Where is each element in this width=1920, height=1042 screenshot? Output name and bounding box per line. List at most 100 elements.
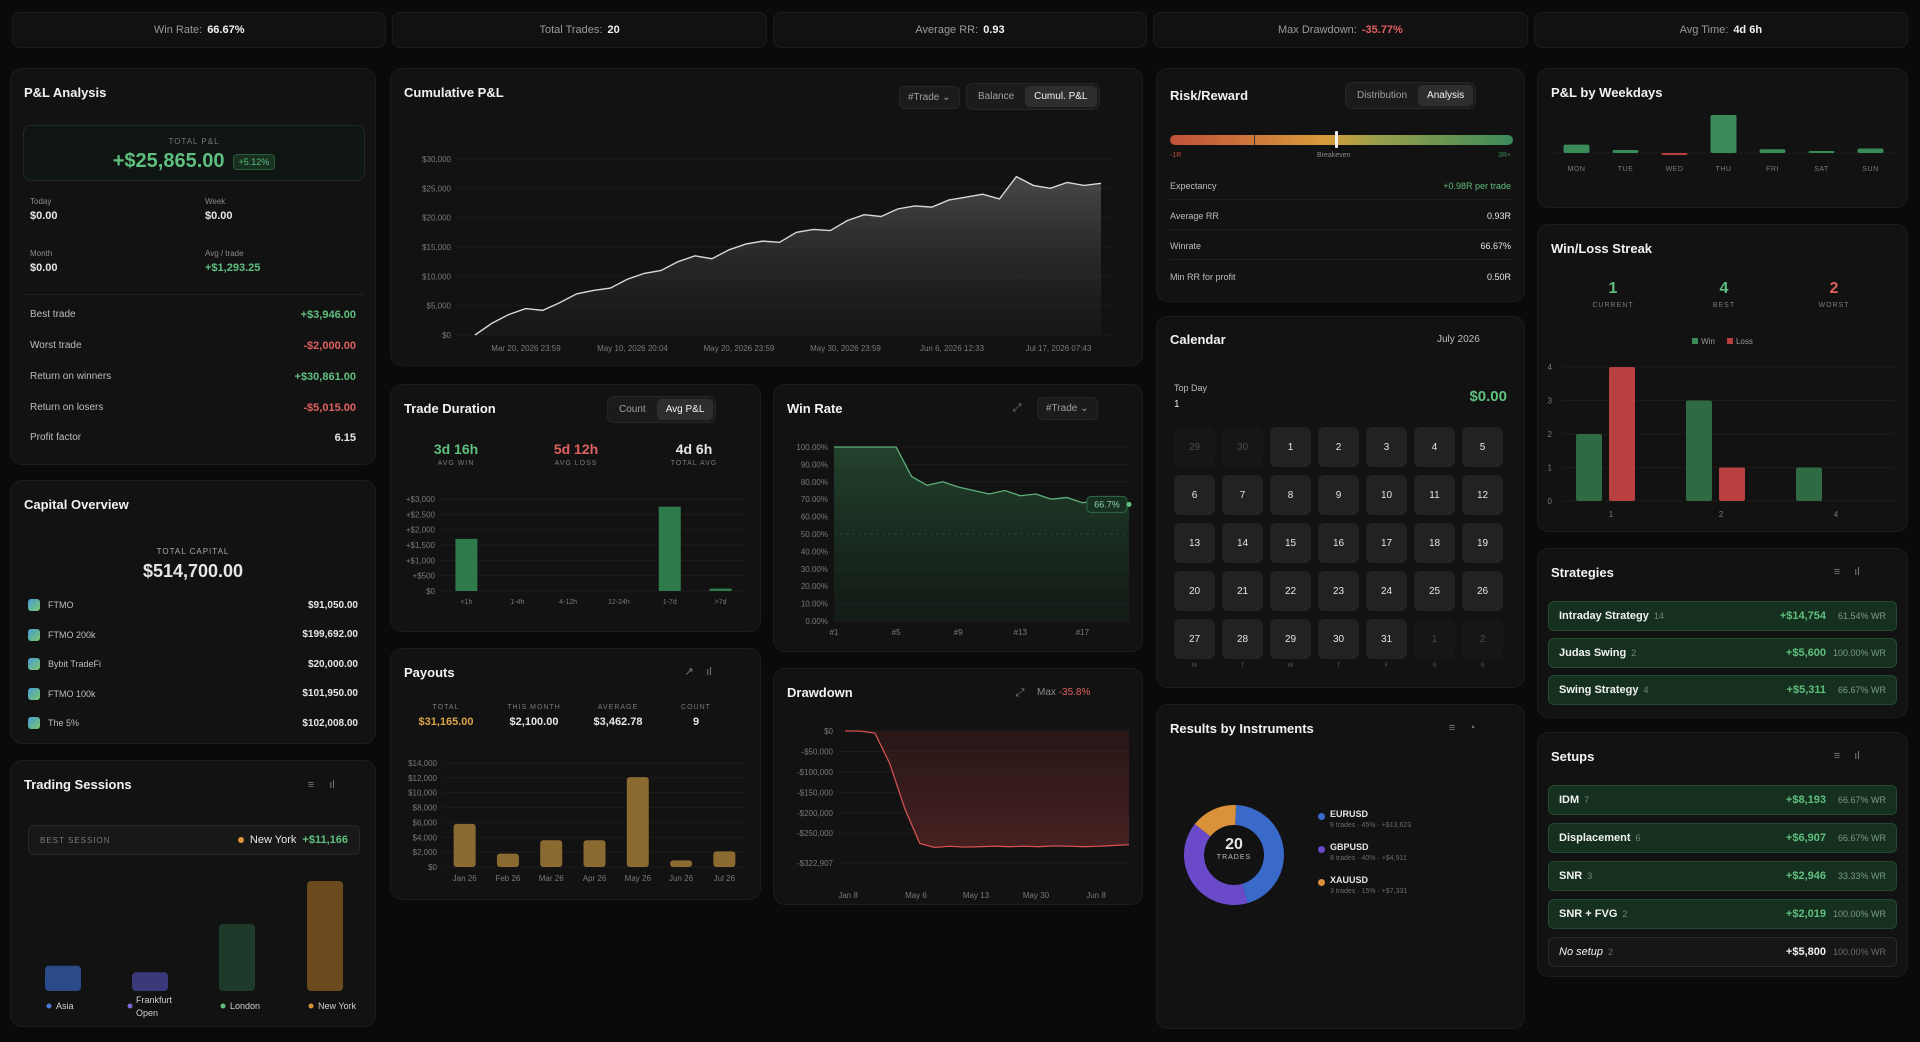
calendar-day[interactable]: 11 [1414,475,1455,515]
win-bar[interactable] [1796,467,1822,502]
calendar-day[interactable]: 4 [1414,427,1455,467]
calendar-day[interactable]: 1 [1270,427,1311,467]
distribution-tab[interactable]: Distribution [1357,90,1408,101]
calendar-day[interactable]: 2 [1462,619,1503,659]
payout-bar[interactable] [540,840,563,867]
weekday-bar[interactable] [1563,144,1590,153]
calendar-day[interactable]: 29 [1270,619,1311,659]
calendar-day[interactable]: 8 [1270,475,1311,515]
weekday-bar[interactable] [1808,151,1835,153]
strategies-row[interactable]: Swing Strategy 4 +$5,311 66.67% WR [1548,675,1897,705]
weekday-bar[interactable] [1759,149,1786,153]
donut-slice[interactable] [1194,805,1236,837]
calendar-day[interactable]: 9 [1318,475,1359,515]
calendar-day[interactable]: 10 [1366,475,1407,515]
payout-bar[interactable] [453,823,476,867]
calendar-day[interactable]: 26 [1462,571,1503,611]
account-row[interactable]: FTMO 200k $199,692.00 [28,628,358,641]
account-row[interactable]: FTMO $91,050.00 [28,599,358,611]
win-bar[interactable] [1686,400,1712,502]
calendar-title: Calendar [1170,332,1226,347]
list-icon[interactable]: ≡ [1833,750,1841,762]
payout-bar[interactable] [583,840,606,867]
account-row[interactable]: The 5% $102,008.00 [28,717,358,729]
calendar-day[interactable]: 16 [1318,523,1359,563]
calendar-day[interactable]: 12 [1462,475,1503,515]
balance-tab[interactable]: Balance [978,91,1015,102]
account-row[interactable]: Bybit TradeFi $20,000.00 [28,658,358,670]
list-icon[interactable]: ≡ [1448,722,1456,734]
setups-row[interactable]: SNR + FVG 2 +$2,019 100.00% WR [1548,899,1897,929]
weekday-bar[interactable] [1857,148,1884,153]
calendar-day[interactable]: 1 [1414,619,1455,659]
calendar-day[interactable]: 5 [1462,427,1503,467]
calendar-day[interactable]: 18 [1414,523,1455,563]
trade-dropdown[interactable]: #Trade ⌄ [899,86,960,109]
avg-pnl-tab[interactable]: Avg P&L [656,399,714,420]
x-tick-label: SAT [1814,166,1829,173]
strategies-row[interactable]: Intraday Strategy 14 +$14,754 61.54% WR [1548,601,1897,631]
list-icon[interactable]: ≡ [307,779,315,791]
session-bar[interactable] [219,923,255,991]
bar-chart-icon[interactable]: ıl [1854,750,1860,762]
payout-bar[interactable] [626,777,649,867]
duration-bar[interactable] [709,588,732,591]
weekday-bar[interactable] [1612,149,1639,153]
weekday-bar[interactable] [1661,153,1688,155]
bar-chart-icon[interactable]: ıl [706,666,712,678]
payout-bar[interactable] [496,853,519,867]
loss-bar[interactable] [1609,367,1635,501]
duration-bar[interactable] [455,538,478,591]
calendar-day[interactable]: 7 [1222,475,1263,515]
strategies-row[interactable]: Judas Swing 2 +$5,600 100.00% WR [1548,638,1897,668]
pie-chart-icon[interactable]: ◔ [1468,722,1476,734]
calendar-day[interactable]: 30 [1318,619,1359,659]
expand-icon[interactable]: ⤢ [1015,687,1025,699]
calendar-day[interactable]: 14 [1222,523,1263,563]
win-bar[interactable] [1576,434,1602,501]
calendar-day[interactable]: 3 [1366,427,1407,467]
calendar-day[interactable]: 6 [1174,475,1215,515]
calendar-day[interactable]: 15 [1270,523,1311,563]
calendar-day[interactable]: 31 [1366,619,1407,659]
calendar-day[interactable]: 25 [1414,571,1455,611]
setups-row[interactable]: IDM 7 +$8,193 66.67% WR [1548,785,1897,815]
calendar-day[interactable]: 27 [1174,619,1215,659]
calendar-day[interactable]: 23 [1318,571,1359,611]
session-bar[interactable] [307,881,343,991]
bar-chart-icon[interactable]: ıl [1854,566,1860,578]
session-bar[interactable] [132,972,168,991]
cumul-pnl-tab[interactable]: Cumul. P&L [1025,86,1097,107]
calendar-month[interactable]: July 2026 [1437,334,1480,345]
calendar-day[interactable]: 17 [1366,523,1407,563]
payout-bar[interactable] [713,851,736,867]
calendar-day[interactable]: 13 [1174,523,1215,563]
session-bar[interactable] [45,965,81,991]
calendar-day[interactable]: 20 [1174,571,1215,611]
weekday-bar[interactable] [1710,115,1737,153]
winrate-trade-dropdown[interactable]: #Trade ⌄ [1037,397,1098,420]
calendar-day[interactable]: 22 [1270,571,1311,611]
donut-slice[interactable] [1184,824,1248,905]
duration-bar[interactable] [658,506,681,591]
setups-row[interactable]: No setup 2 +$5,800 100.00% WR [1548,937,1897,967]
calendar-day[interactable]: 24 [1366,571,1407,611]
calendar-day[interactable]: 29 [1174,427,1215,467]
donut-slice[interactable] [1235,805,1284,904]
account-row[interactable]: FTMO 100k $101,950.00 [28,687,358,700]
expand-icon[interactable]: ⤢ [1012,402,1022,414]
calendar-day[interactable]: 30 [1222,427,1263,467]
setups-row[interactable]: Displacement 6 +$6,907 66.67% WR [1548,823,1897,853]
count-tab[interactable]: Count [619,404,646,415]
calendar-day[interactable]: 2 [1318,427,1359,467]
bar-chart-icon[interactable]: ıl [329,779,335,791]
calendar-day[interactable]: 19 [1462,523,1503,563]
calendar-day[interactable]: 21 [1222,571,1263,611]
loss-bar[interactable] [1719,467,1745,502]
analysis-tab[interactable]: Analysis [1418,85,1474,106]
calendar-day[interactable]: 28 [1222,619,1263,659]
list-icon[interactable]: ≡ [1833,566,1841,578]
setups-row[interactable]: SNR 3 +$2,946 33.33% WR [1548,861,1897,891]
trend-icon[interactable]: ↗ [684,666,694,678]
payout-bar[interactable] [670,860,693,867]
